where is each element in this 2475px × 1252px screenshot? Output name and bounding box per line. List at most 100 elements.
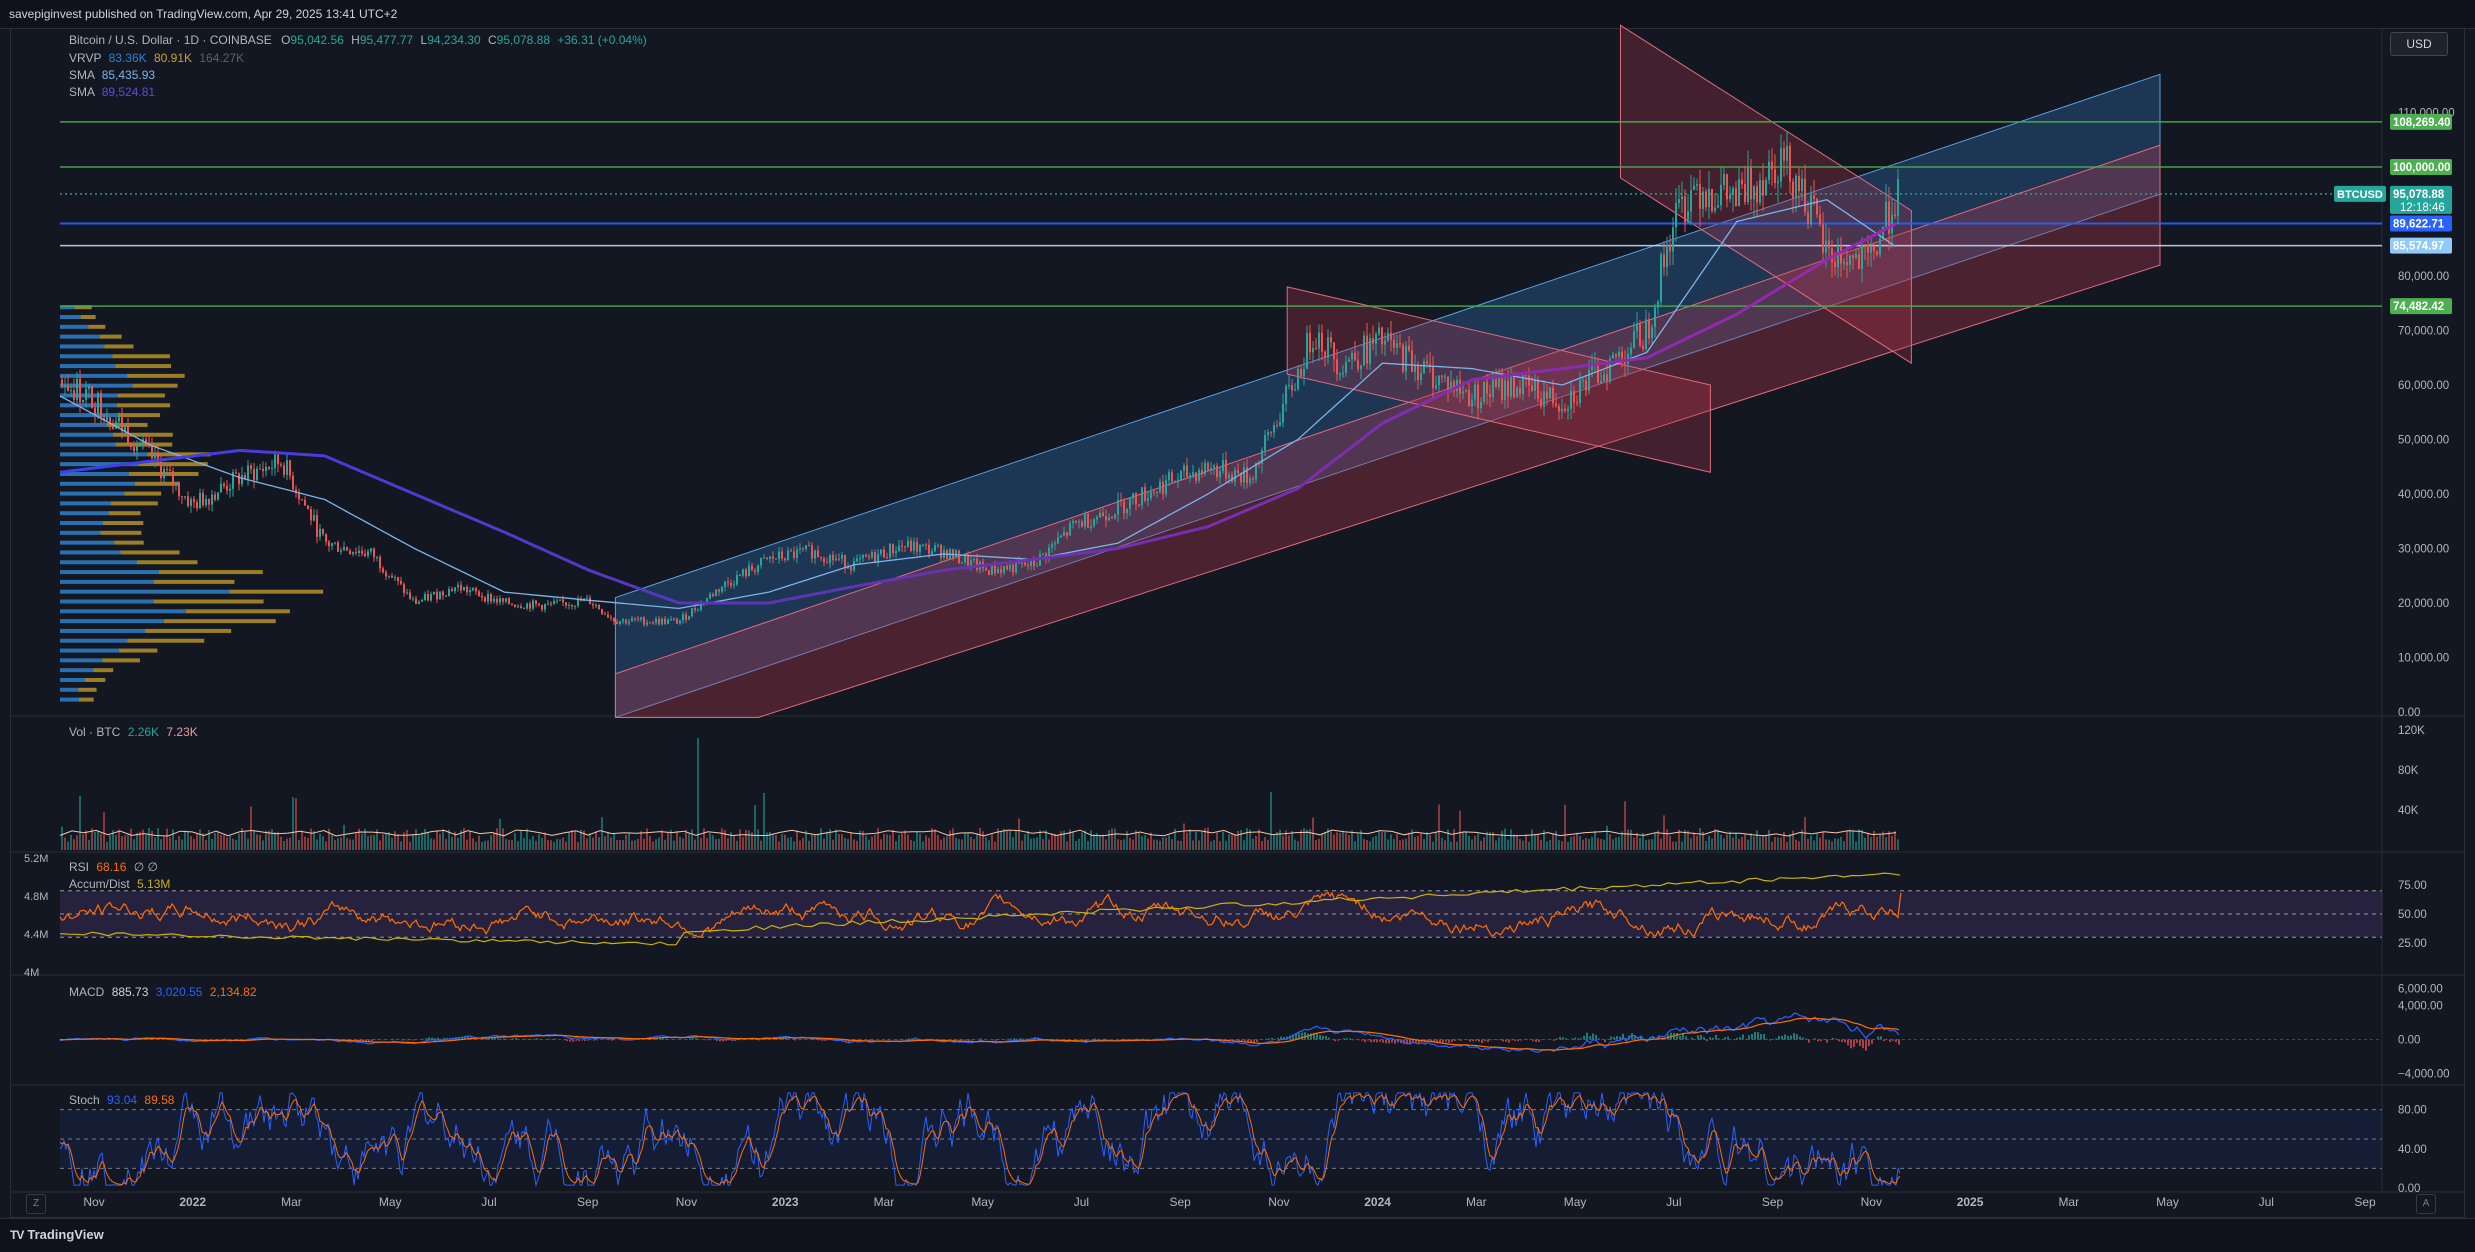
- macd-hist-bar: [1574, 1038, 1576, 1040]
- tradingview-logo-icon: TV: [10, 1228, 23, 1242]
- volume-bar: [1669, 836, 1671, 850]
- candle-body: [1705, 192, 1707, 208]
- candle-body: [1057, 537, 1059, 543]
- sma2-legend[interactable]: SMA 89,524.81: [69, 85, 155, 99]
- volume-bar: [367, 836, 369, 850]
- macd-value-1: 885.73: [112, 985, 149, 999]
- macd-hist-bar: [1871, 1040, 1873, 1044]
- candle-body: [532, 600, 534, 608]
- candle-body: [619, 621, 621, 624]
- volume-bar: [1639, 838, 1641, 850]
- volume-bar: [415, 829, 417, 850]
- volume-bar: [553, 842, 555, 850]
- candle-body: [1492, 379, 1494, 397]
- volume-bar: [1129, 838, 1131, 850]
- candle-body: [1156, 492, 1158, 493]
- volume-bar: [1774, 837, 1776, 850]
- candle-body: [1801, 179, 1803, 192]
- volume-bar: [1207, 828, 1209, 850]
- currency-button[interactable]: USD: [2390, 32, 2448, 56]
- stoch-legend[interactable]: Stoch 93.04 89.58: [69, 1093, 174, 1107]
- accum-legend[interactable]: Accum/Dist 5.13M: [69, 877, 170, 891]
- candle-body: [637, 619, 639, 620]
- candle-body: [1636, 324, 1638, 331]
- candle-body: [409, 592, 411, 599]
- volume-bar: [436, 831, 438, 850]
- candle-body: [1846, 262, 1848, 265]
- candle-body: [1813, 195, 1815, 198]
- volume-bar: [679, 837, 681, 850]
- volume-bar: [346, 838, 348, 850]
- close-label: C: [488, 33, 497, 47]
- price-axis-tick: 70,000.00: [2398, 326, 2449, 338]
- volume-bar: [1243, 840, 1245, 850]
- a-button[interactable]: A: [2416, 1194, 2436, 1214]
- z-button[interactable]: Z: [26, 1194, 46, 1214]
- volume-bar: [937, 835, 939, 850]
- rsi-legend[interactable]: RSI 68.16 ∅ ∅: [69, 860, 158, 874]
- candle-body: [298, 493, 300, 499]
- candle-body: [211, 494, 213, 504]
- candle-body: [541, 605, 543, 610]
- vrvp-bar-down: [164, 619, 276, 623]
- volume-bar: [1024, 834, 1026, 850]
- candle-body: [1189, 475, 1191, 477]
- macd-hist-bar: [1841, 1040, 1843, 1042]
- volume-bar: [904, 830, 906, 850]
- volume-bar: [1120, 840, 1122, 850]
- candle-body: [841, 555, 843, 559]
- volume-bar: [1210, 841, 1212, 850]
- candle-body: [202, 493, 204, 505]
- candle-body: [1759, 180, 1761, 202]
- candle-body: [1201, 470, 1203, 474]
- volume-bar: [1459, 811, 1461, 850]
- candle-body: [691, 608, 693, 616]
- volume-bar: [898, 835, 900, 850]
- macd-legend[interactable]: MACD 885.73 3,020.55 2,134.82: [69, 985, 257, 999]
- volume-bar: [475, 842, 477, 850]
- macd-hist-bar: [1592, 1033, 1594, 1039]
- symbol-name[interactable]: Bitcoin / U.S. Dollar · 1D · COINBASE: [69, 33, 272, 47]
- volume-bar: [1636, 833, 1638, 850]
- vrvp-legend[interactable]: VRVP 83.36K 80.91K 164.27K: [69, 51, 244, 65]
- volume-bar: [220, 835, 222, 850]
- volume-legend[interactable]: Vol · BTC 2.26K 7.23K: [69, 725, 198, 739]
- volume-bar: [658, 837, 660, 850]
- candle-body: [889, 544, 891, 558]
- volume-bar: [1696, 836, 1698, 850]
- volume-bar: [1747, 840, 1749, 850]
- candle-body: [1120, 500, 1122, 502]
- volume-bar: [577, 842, 579, 850]
- vrvp-bar-down: [109, 511, 141, 515]
- candle-body: [877, 554, 879, 562]
- volume-bar: [724, 830, 726, 850]
- macd-hist-bar: [1019, 1038, 1021, 1039]
- candle-body: [1123, 501, 1125, 513]
- volume-bar: [853, 839, 855, 850]
- macd-hist-bar: [1868, 1040, 1870, 1047]
- candle-body: [253, 469, 255, 480]
- volume-bar: [1783, 832, 1785, 850]
- candle-body: [1321, 333, 1323, 352]
- volume-bar: [1525, 834, 1527, 850]
- candle-body: [169, 470, 171, 471]
- macd-hist-bar: [581, 1040, 583, 1041]
- time-axis-tick: May: [379, 1195, 402, 1209]
- volume-bar: [559, 839, 561, 850]
- candle-body: [289, 460, 291, 475]
- volume-bar: [1759, 837, 1761, 850]
- macd-hist-bar: [530, 1039, 532, 1040]
- volume-bar: [523, 838, 525, 850]
- macd-hist-bar: [1586, 1033, 1588, 1040]
- candle-body: [1576, 402, 1578, 403]
- volume-bar: [1663, 815, 1665, 850]
- sma1-legend[interactable]: SMA 85,435.93: [69, 68, 155, 82]
- macd-hist-bar: [533, 1039, 535, 1040]
- volume-bar: [1717, 830, 1719, 850]
- macd-hist-bar: [1784, 1035, 1786, 1040]
- candle-body: [100, 393, 102, 418]
- candle-body: [880, 550, 882, 554]
- volume-bar: [940, 840, 942, 850]
